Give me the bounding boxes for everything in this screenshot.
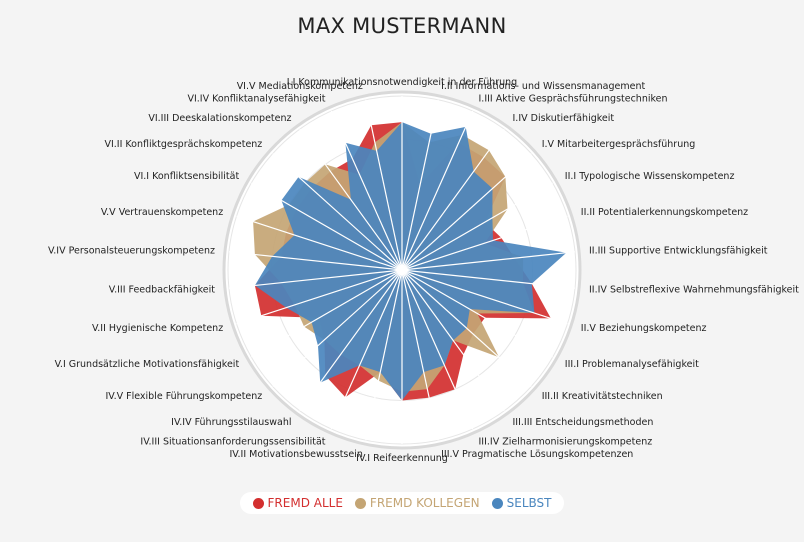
axis-label: VI.II Konfliktgesprächskompetenz (104, 139, 262, 150)
axis-spoke (401, 110, 474, 271)
axis-label: III.V Pragmatische Lösungskompetenzen (441, 449, 633, 460)
axis-spoke (299, 128, 403, 271)
axis-label: I.V Mitarbeitergesprächsführung (542, 139, 696, 150)
axis-label: II.III Supportive Entwicklungsfähigkeit (589, 245, 768, 256)
axis-spoke (236, 215, 403, 271)
legend-marker (252, 497, 264, 509)
axis-label: V.V Vertrauenskompetenz (101, 207, 223, 218)
legend-item[interactable]: SELBST (491, 496, 552, 510)
axis-spoke (330, 110, 403, 271)
axis-spoke (236, 269, 403, 325)
axis-label: VI.V Mediationskompetenz (237, 81, 363, 92)
legend-label: FREMD ALLE (267, 496, 343, 510)
axis-spoke (401, 182, 553, 271)
axis-spoke (330, 269, 403, 430)
axis-label: I.III Aktive Gesprächsführungstechniken (479, 93, 668, 104)
axis-label: II.V Beziehungskompetenz (581, 323, 707, 334)
axis-spoke (401, 269, 505, 412)
legend-item[interactable]: FREMD ALLE (252, 496, 343, 510)
axis-spoke (401, 269, 576, 289)
axis-spoke (401, 269, 568, 325)
axis-label: III.IV Zielharmonisierungskompetenz (479, 437, 653, 448)
axis-spoke (251, 182, 403, 271)
axis-label: II.I Typologische Wissenskompetenz (565, 171, 735, 182)
axis-spoke (401, 269, 553, 358)
axis-label: VI.I Konfliktsensibilität (134, 171, 239, 182)
axis-label: VI.IV Konfliktanalysefähigkeit (187, 93, 325, 104)
axis-spoke (401, 269, 439, 441)
axis-label: II.IV Selbstreflexive Wahrnehmungsfähigk… (589, 285, 799, 296)
axis-label: IV.IV Führungsstilauswahl (171, 417, 291, 428)
axis-spoke (401, 128, 505, 271)
axis-spoke (401, 269, 474, 430)
axis-spoke (365, 269, 403, 441)
chart-title: MAX MUSTERMANN (297, 14, 507, 38)
axis-spoke (251, 269, 403, 358)
axis-label: IV.III Situationsanforderungssensibilitä… (140, 437, 325, 448)
axis-label: I.I Kommunikationsnotwendigkeit in der F… (287, 77, 517, 88)
spoke-layer (228, 96, 576, 444)
axis-spoke (401, 251, 576, 271)
axis-spoke (228, 251, 403, 271)
legend-marker (354, 497, 366, 509)
axis-spoke (299, 269, 403, 412)
axis-label: II.II Potentialerkennungskompetenz (581, 207, 748, 218)
axis-label: I.IV Diskutierfähigkeit (513, 113, 615, 124)
axis-label: V.I Grundsätzliche Motivationsfähigkeit (55, 359, 240, 370)
axis-label: V.IV Personalsteuerungskompetenz (48, 245, 215, 256)
axis-label: V.III Feedbackfähigkeit (109, 285, 215, 296)
axis-spoke (228, 269, 403, 289)
axis-spoke (365, 99, 403, 271)
legend: FREMD ALLE FREMD KOLLEGEN SELBST (240, 492, 564, 514)
axis-spoke (401, 269, 532, 387)
axis-label: IV.II Motivationsbewusstsein (229, 449, 362, 460)
legend-marker (491, 497, 503, 509)
axis-label: IV.V Flexible Führungskompetenz (106, 391, 263, 402)
axis-label: III.III Entscheidungsmethoden (513, 417, 654, 428)
legend-label: FREMD KOLLEGEN (369, 496, 480, 510)
axis-label: I.II Informations- und Wissensmanagement (441, 81, 645, 92)
label-layer: I.I Kommunikationsnotwendigkeit in der F… (48, 77, 799, 464)
legend-item[interactable]: FREMD KOLLEGEN (354, 496, 480, 510)
axis-spoke (401, 99, 439, 271)
axis-spoke (401, 153, 532, 271)
legend-label: SELBST (506, 496, 552, 510)
axis-label: VI.III Deeskalationskompetenz (148, 113, 291, 124)
axis-spoke (401, 215, 568, 271)
axis-label: III.I Problemanalysefähigkeit (565, 359, 699, 370)
axis-spoke (272, 269, 403, 387)
axis-label: V.II Hygienische Kompetenz (92, 323, 223, 334)
axis-spoke (272, 153, 403, 271)
axis-label: III.II Kreativitätstechniken (542, 391, 663, 402)
axis-label: IV.I Reifeerkennung (356, 453, 448, 464)
